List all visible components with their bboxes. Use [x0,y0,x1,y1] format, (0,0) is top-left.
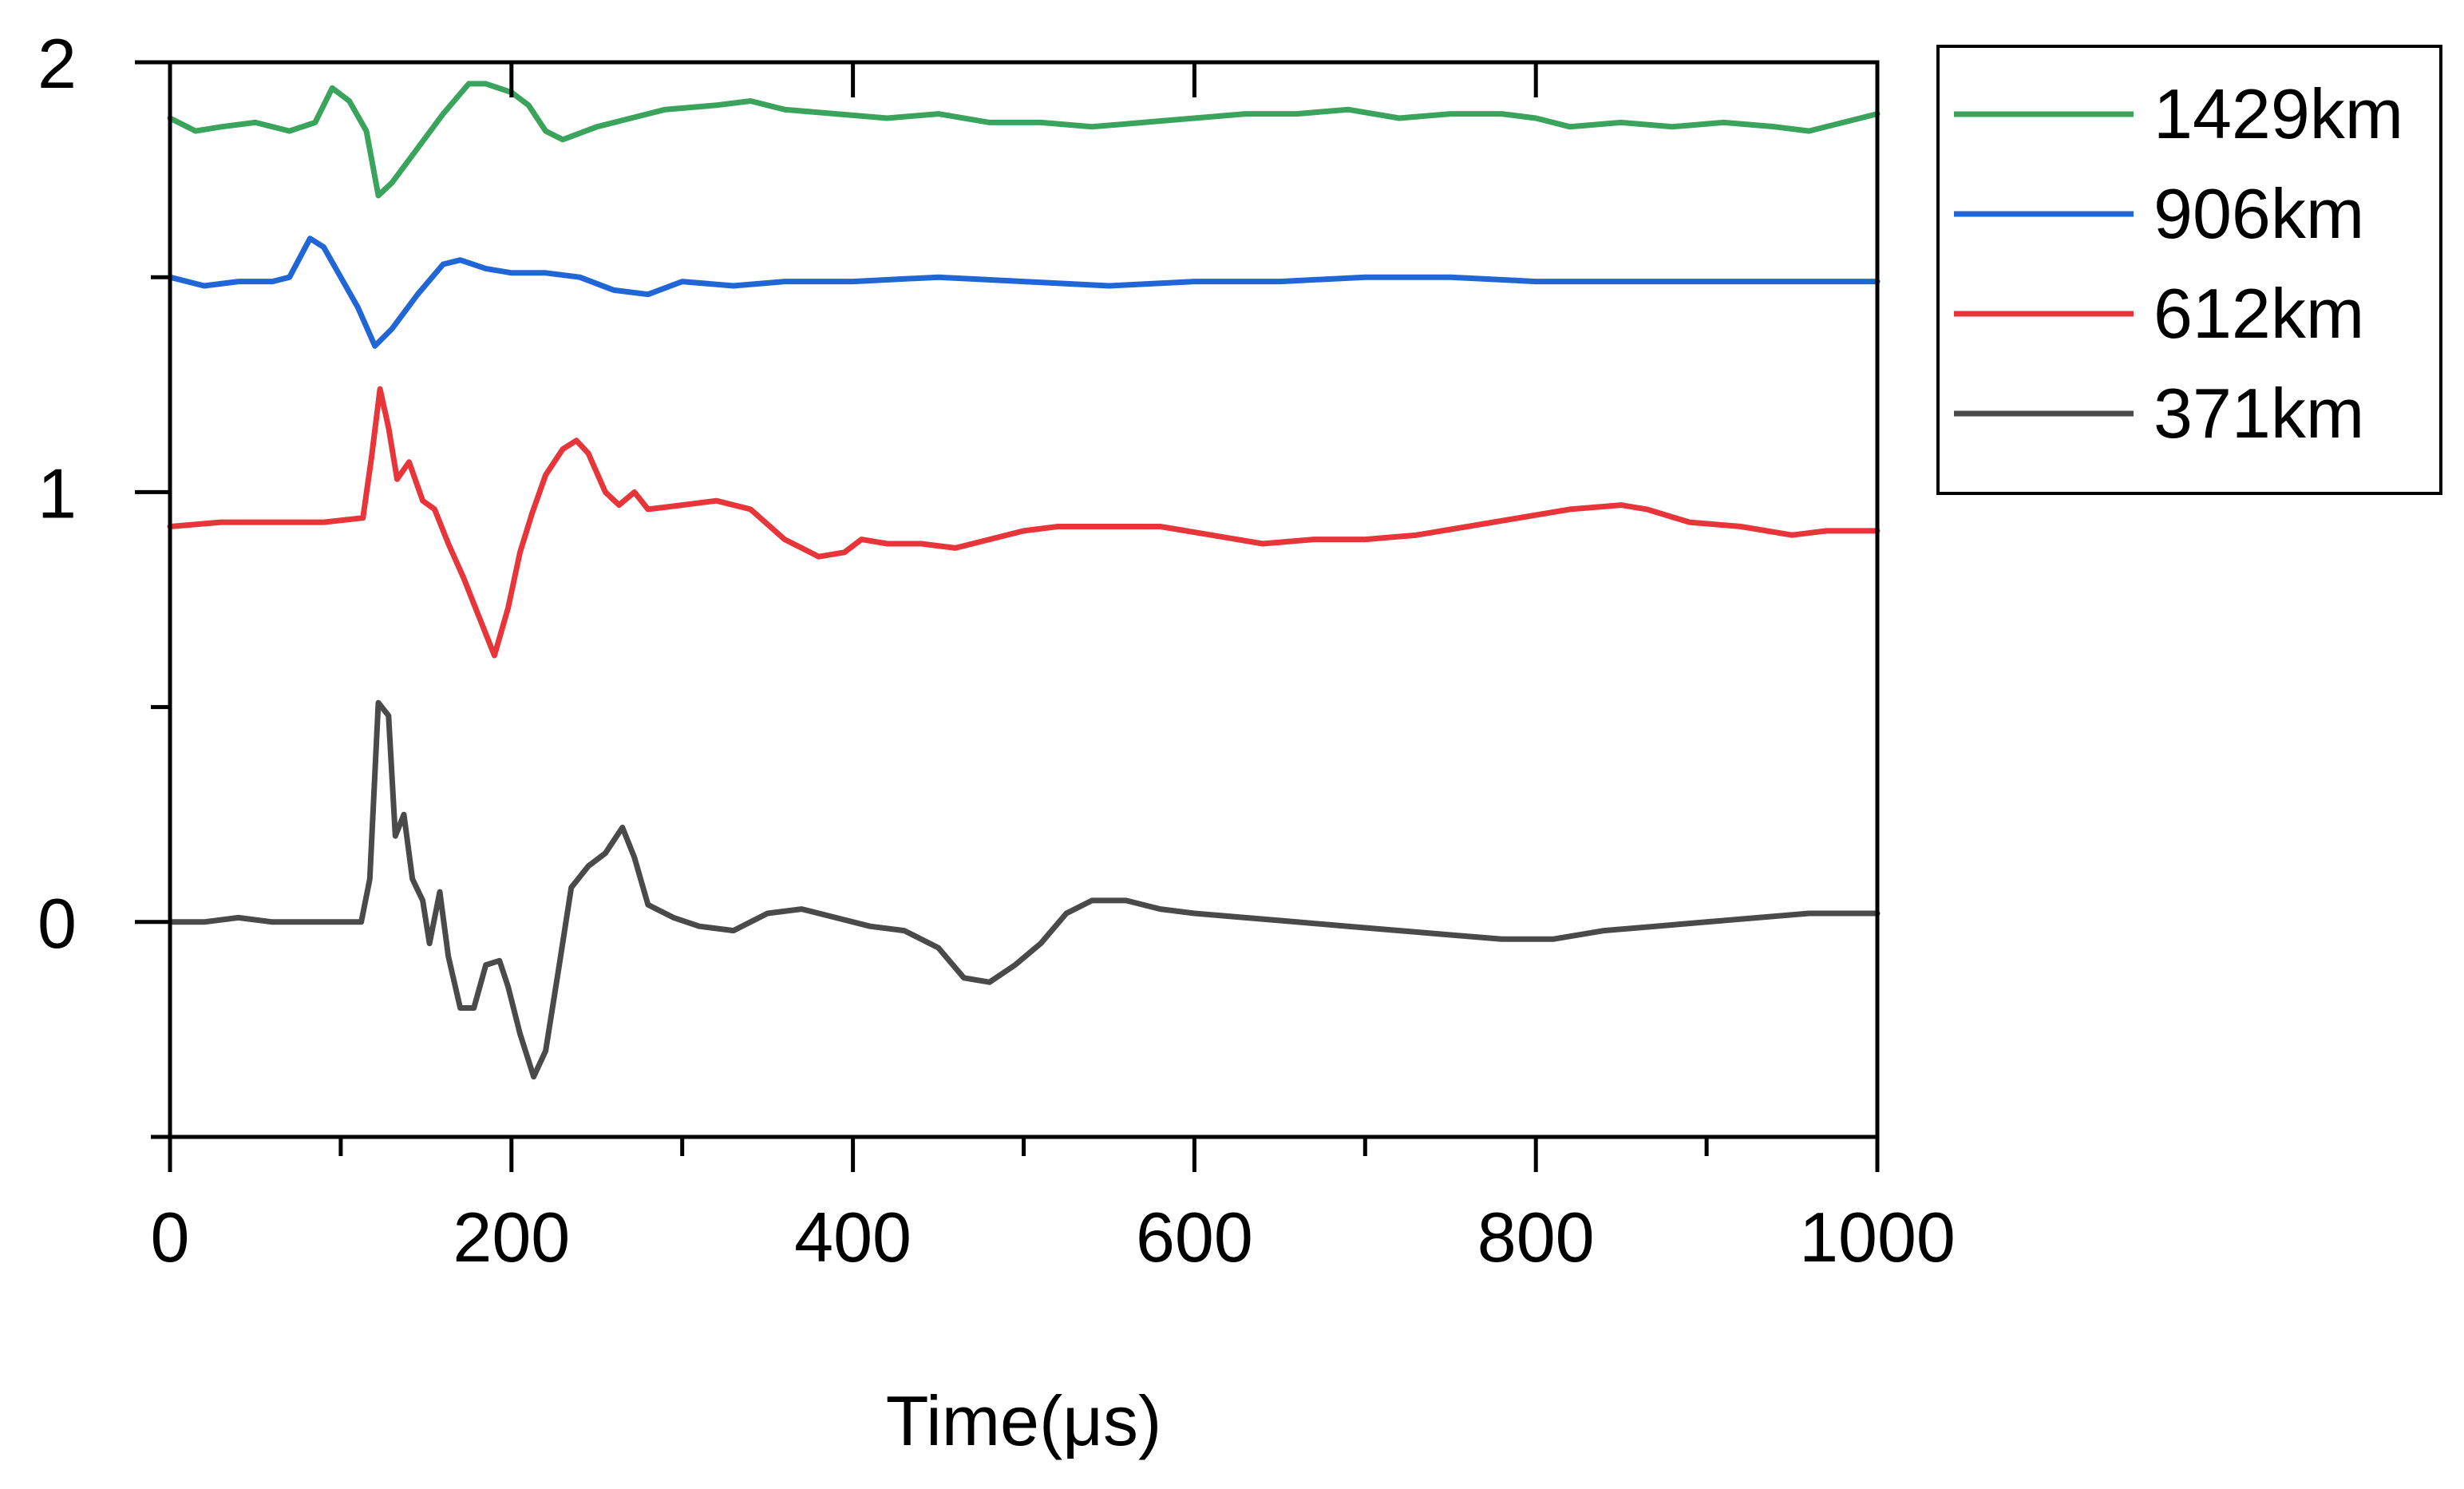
x-axis-label: Time(μs) [886,1381,1162,1460]
legend-label: 371km [2154,374,2364,453]
legend-box [1936,45,2442,495]
y-tick-label: 1 [38,453,77,533]
legend-label: 612km [2154,274,2364,353]
legend: 1429km 906km 612km 371km [1936,45,2442,495]
legend-label: 1429km [2154,74,2403,153]
y-tick-label: 2 [38,24,77,103]
y-axis: 0 1 2 [38,24,170,1139]
series-line-3 [167,699,1881,1080]
x-tick-label: 600 [1136,1198,1253,1277]
plot-area-frame [168,60,1880,1139]
x-tick-label: 400 [794,1198,912,1277]
legend-label: 906km [2154,174,2364,253]
series-line-1 [167,236,1881,349]
series-line-0 [167,81,1881,199]
x-tick-label: 200 [453,1198,570,1277]
x-axis: 0 200 400 600 800 1000 [151,62,1956,1277]
x-tick-label: 1000 [1799,1198,1956,1277]
series-line-2 [167,386,1881,659]
y-tick-label: 0 [38,884,77,963]
plot-series-layer [167,81,1881,1080]
x-tick-label: 0 [151,1198,190,1277]
x-tick-label: 800 [1477,1198,1595,1277]
